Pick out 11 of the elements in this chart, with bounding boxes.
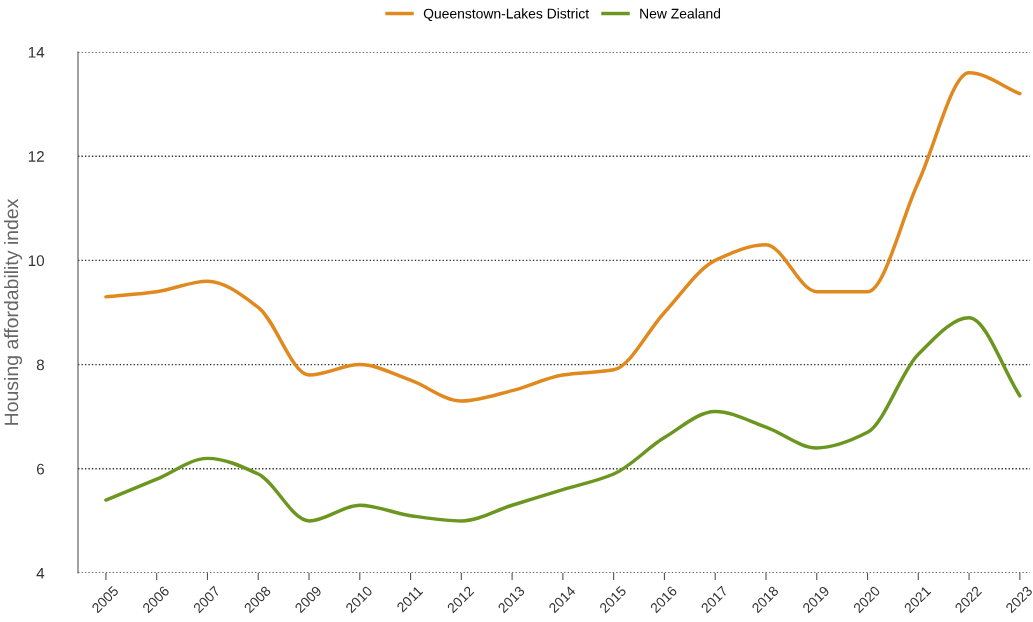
y-tick-label: 12 <box>28 151 44 162</box>
y-tick-label: 4 <box>36 568 45 579</box>
y-tick-label: 14 <box>28 47 45 58</box>
legend-label: New Zealand <box>640 8 721 19</box>
legend-label: Queenstown-Lakes District <box>423 8 590 22</box>
line-series <box>104 315 1022 523</box>
y-tick-label: 10 <box>28 255 45 267</box>
y-tick-label: 6 <box>36 463 44 475</box>
y-tick-label: 8 <box>36 359 44 371</box>
y-axis-title: Housing affordability index <box>3 198 23 425</box>
line-series <box>104 71 1022 403</box>
